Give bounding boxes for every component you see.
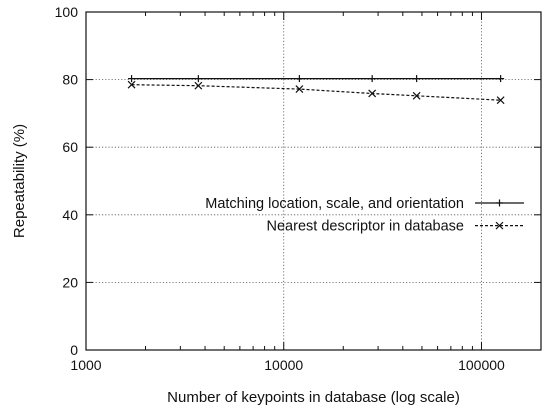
axis-ticks: [85, 11, 542, 351]
y-tick-label: 20: [62, 274, 78, 290]
series-1: [128, 75, 505, 83]
series-2: [127, 80, 505, 105]
cross-marker: [412, 91, 421, 100]
legend-label-1: Matching location, scale, and orientatio…: [205, 196, 464, 212]
cross-marker: [127, 80, 136, 89]
legend-label-2: Nearest descriptor in database: [267, 219, 464, 235]
y-tick-label: 80: [62, 72, 78, 88]
cross-marker: [295, 85, 304, 93]
x-axis-title: Number of keypoints in database (log sca…: [167, 389, 460, 406]
cross-marker: [496, 96, 505, 105]
y-tick-label: 0: [70, 342, 78, 358]
cross-marker: [495, 221, 504, 230]
x-tick-label: 10000: [264, 357, 303, 373]
y-tick-label: 100: [55, 4, 79, 20]
y-axis-title: Repeatability (%): [11, 124, 28, 238]
cross-marker: [368, 89, 377, 98]
tick-labels: 0 20 40 60 80 100 1000 10000 100000: [55, 4, 505, 373]
legend: Matching location, scale, and orientatio…: [205, 196, 524, 235]
gridlines: [86, 12, 541, 350]
plot-frame: [85, 11, 542, 351]
series-layer: [127, 75, 505, 105]
x-tick-label: 1000: [70, 357, 101, 373]
y-tick-label: 40: [62, 207, 78, 223]
series-line: [131, 84, 501, 101]
x-tick-label: 100000: [458, 357, 505, 373]
cross-marker: [194, 81, 203, 90]
y-tick-label: 60: [62, 139, 78, 155]
